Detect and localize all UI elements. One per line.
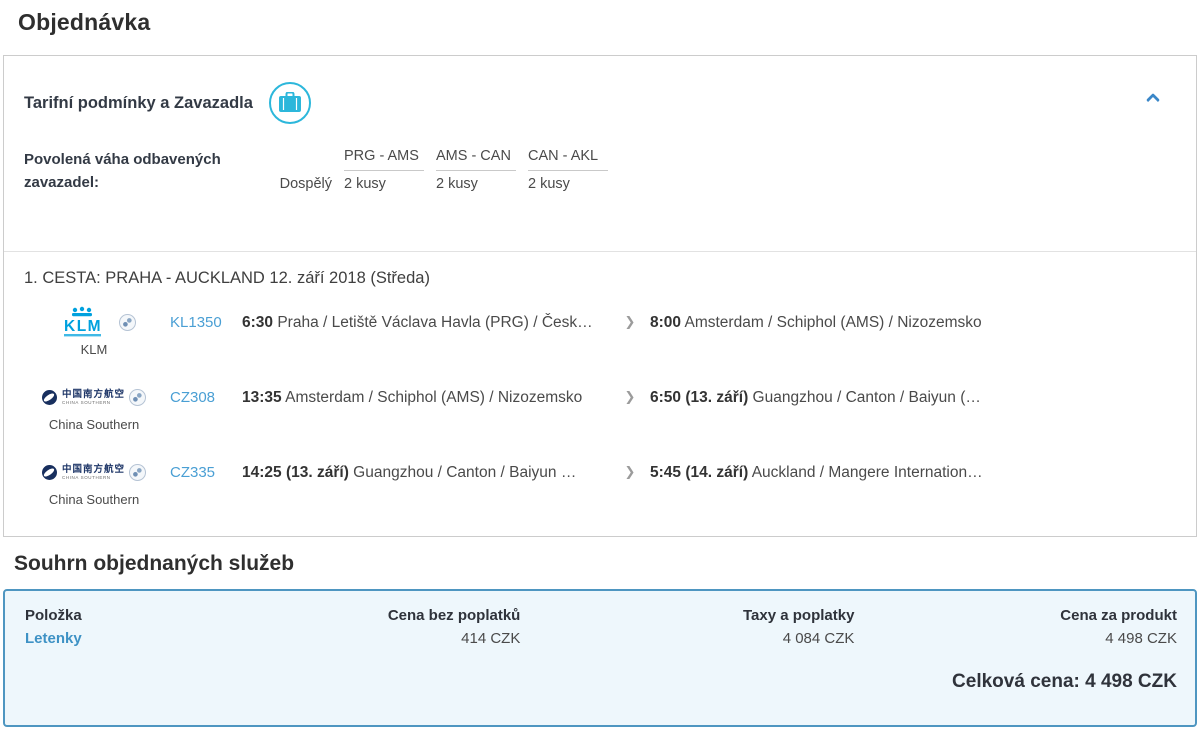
flight-number-link[interactable]: CZ335 (170, 463, 216, 481)
china-southern-logo-cn: 中国南方航空 (61, 463, 125, 475)
skyteam-icon (129, 389, 146, 406)
flight-number-link[interactable]: KL1350 (170, 313, 222, 331)
flight-number-link[interactable]: CZ308 (170, 388, 216, 406)
column-header-base-price: Cena bez poplatků (387, 607, 521, 624)
departure-info: 14:25 (13. září) Guangzhou / Canton / Ba… (242, 455, 610, 491)
skyteam-icon (129, 464, 146, 481)
departure-time: 13:35 (242, 388, 282, 406)
chevron-right-icon (610, 305, 650, 341)
flight-row: 中国南方航空 CHINA SOUTHERN China Southern CZ3… (24, 455, 1176, 513)
grand-total: Celková cena: 4 498 CZK (952, 671, 1177, 692)
china-southern-globe-icon (41, 465, 57, 480)
departure-date: (13. září) (285, 463, 349, 481)
arrival-info: 8:00 Amsterdam / Schiphol (AMS) / Nizoze… (650, 305, 1176, 341)
airline-logo-block: 中国南方航空 CHINA SOUTHERN China Southern (24, 455, 164, 507)
arrival-place: Guangzhou / Canton / Baiyun (… (752, 388, 981, 406)
airline-logo-block: 中国南方航空 CHINA SOUTHERN China Southern (24, 380, 164, 432)
arrival-info: 5:45 (14. září) Auckland / Mangere Inter… (650, 455, 1176, 491)
chevron-up-icon[interactable] (1145, 92, 1161, 108)
china-southern-logo-cn: 中国南方航空 (61, 388, 125, 400)
baggage-table-corner (260, 148, 332, 171)
summary-header-row: Položka Cena bez poplatků Taxy a poplatk… (25, 607, 1177, 624)
baggage-allowance-section: Povolená váha odbavených zavazadel: PRG … (24, 148, 1176, 195)
summary-data-row: Letenky 414 CZK 4 084 CZK 4 498 CZK (25, 624, 1177, 647)
summary-heading: Souhrn objednaných služeb (14, 552, 295, 575)
chevron-right-icon (610, 380, 650, 416)
arrival-time: 8:00 (650, 313, 682, 331)
baggage-allowance-value: 2 kusy (436, 176, 478, 193)
arrival-place: Auckland / Mangere Internation… (751, 463, 983, 481)
column-header-product-price: Cena za produkt (1060, 607, 1177, 624)
trip-header: 1. CESTA: PRAHA - AUCKLAND 12. září 2018… (24, 268, 430, 287)
base-price-value: 414 CZK (461, 630, 521, 647)
skyteam-icon (118, 314, 136, 331)
departure-info: 13:35 Amsterdam / Schiphol (AMS) / Nizoz… (242, 380, 610, 416)
tariff-baggage-card: Tarifní podmínky a Zavazadla Povolená vá… (3, 55, 1197, 537)
klm-logo-text: KLM (64, 318, 102, 335)
passenger-type-label: Dospělý (279, 176, 332, 193)
taxes-value: 4 084 CZK (782, 630, 855, 647)
item-link-letenky[interactable]: Letenky (25, 630, 82, 647)
china-southern-globe-icon (41, 390, 57, 405)
baggage-allowance-value: 2 kusy (344, 176, 386, 193)
departure-place: Praha / Letiště Václava Havla (PRG) / Če… (277, 313, 593, 331)
arrival-place: Amsterdam / Schiphol (AMS) / Nizozemsko (684, 313, 982, 331)
segment-route-header: CAN - AKL (528, 148, 608, 172)
airline-name: China Southern (48, 416, 140, 432)
baggage-allowance-label: Povolená váha odbavených zavazadel: (24, 151, 221, 192)
baggage-allowance-table: PRG - AMS AMS - CAN CAN - AKL Dospělý 2 … (260, 148, 608, 195)
arrival-time: 6:50 (650, 388, 682, 406)
tariff-heading: Tarifní podmínky a Zavazadla (24, 93, 253, 112)
china-southern-logo-en: CHINA SOUTHERN (61, 475, 111, 480)
arrival-date: (13. září) (685, 388, 749, 406)
arrival-date: (14. září) (685, 463, 749, 481)
china-southern-logo-en: CHINA SOUTHERN (61, 400, 111, 405)
departure-time: 6:30 (242, 313, 274, 331)
order-summary-panel: Položka Cena bez poplatků Taxy a poplatk… (3, 589, 1197, 727)
china-southern-logo: 中国南方航空 CHINA SOUTHERN (41, 380, 146, 416)
arrival-info: 6:50 (13. září) Guangzhou / Canton / Bai… (650, 380, 1176, 416)
section-divider (4, 250, 1196, 252)
airline-logo-block: KLM KLM (24, 305, 164, 357)
segment-route-header: AMS - CAN (436, 148, 516, 172)
product-price-value: 4 498 CZK (1105, 630, 1177, 647)
departure-info: 6:30 Praha / Letiště Václava Havla (PRG)… (242, 305, 610, 341)
china-southern-logo: 中国南方航空 CHINA SOUTHERN (41, 455, 146, 491)
airline-name: China Southern (48, 491, 140, 507)
flight-row: 中国南方航空 CHINA SOUTHERN China Southern CZ3… (24, 380, 1176, 438)
column-header-item: Položka (25, 607, 82, 624)
departure-place: Amsterdam / Schiphol (AMS) / Nizozemsko (285, 388, 583, 406)
klm-logo: KLM (53, 305, 136, 341)
departure-time: 14:25 (242, 463, 282, 481)
chevron-right-icon (610, 455, 650, 491)
card-header: Tarifní podmínky a Zavazadla (24, 82, 1176, 124)
arrival-time: 5:45 (650, 463, 682, 481)
departure-place: Guangzhou / Canton / Baiyun … (353, 463, 577, 481)
flight-row: KLM KLM KL1350 6:30 Praha / Letiště Václ… (24, 305, 1176, 363)
baggage-allowance-value: 2 kusy (528, 176, 570, 193)
suitcase-icon (268, 82, 311, 124)
page-title: Objednávka (18, 9, 151, 35)
segment-route-header: PRG - AMS (344, 148, 424, 172)
airline-name: KLM (80, 341, 108, 357)
column-header-taxes: Taxy a poplatky (742, 607, 855, 624)
